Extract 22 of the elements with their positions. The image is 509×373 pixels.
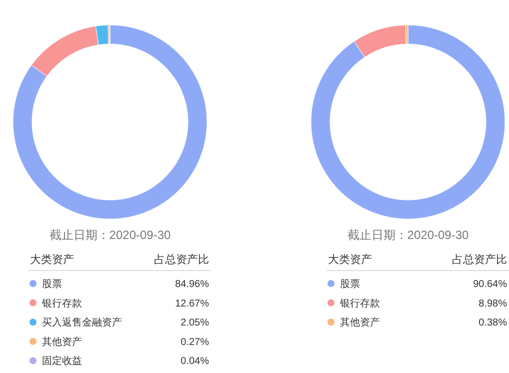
text: 占总资产比 bbox=[154, 253, 209, 266]
data-label: 2.05% bbox=[180, 318, 210, 329]
legend-label: 银行存款 bbox=[339, 297, 380, 310]
data-label: 8.98% bbox=[478, 298, 508, 310]
data-label: 0.38% bbox=[478, 318, 508, 329]
data-label: 84.96% bbox=[175, 279, 210, 290]
data-label: 12.67% bbox=[175, 298, 210, 310]
legend-label: 固定收益 bbox=[42, 355, 82, 368]
legend-label: 股票 bbox=[42, 279, 62, 290]
legend-label: 其他资产 bbox=[42, 336, 82, 348]
text: 大类资产 bbox=[328, 253, 372, 266]
data-label: 90.64% bbox=[473, 279, 508, 290]
legend-label: 买入返售金融资产 bbox=[42, 316, 122, 329]
text: 截止日期：2020-09-30 bbox=[49, 228, 172, 242]
text: 大类资产 bbox=[30, 253, 74, 266]
text: 占总资产比 bbox=[452, 253, 507, 266]
text: 截止日期：2020-09-30 bbox=[347, 228, 470, 242]
data-label: 0.27% bbox=[180, 336, 210, 348]
legend-label: 股票 bbox=[340, 279, 360, 290]
legend-label: 其他资产 bbox=[340, 316, 380, 329]
data-label: 0.04% bbox=[180, 356, 210, 368]
legend-label: 银行存款 bbox=[41, 297, 82, 310]
